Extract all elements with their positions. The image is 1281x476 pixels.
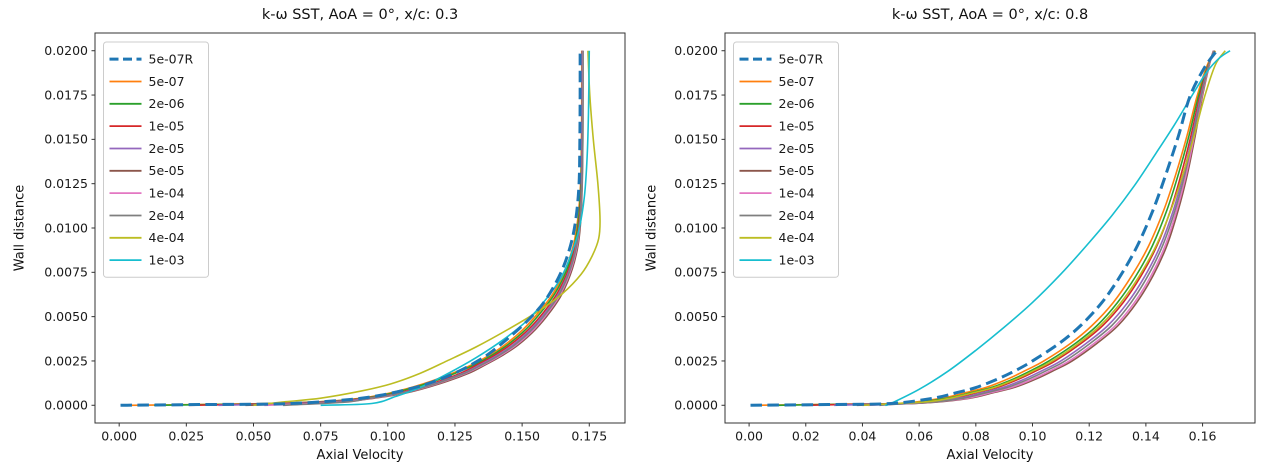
legend-label-5e-07R: 5e-07R [779, 51, 824, 66]
series-line-5e-07R [120, 50, 582, 407]
series-line-4e-04 [253, 50, 601, 407]
legend-label-1e-03: 1e-03 [779, 252, 815, 267]
series-line-1e-05 [805, 50, 1215, 407]
x-tick-label: 0.16 [1189, 429, 1217, 444]
y-tick-label: 0.0025 [674, 353, 718, 368]
x-tick-label: 0.08 [962, 429, 990, 444]
y-tick-label: 0.0200 [674, 43, 718, 58]
plot-title-left: k-ω SST, AoA = 0°, x/c: 0.3 [261, 7, 459, 23]
x-tick-label: 0.175 [571, 429, 607, 444]
series-line-1e-03 [884, 50, 1231, 407]
y-tick-label: 0.0050 [44, 309, 88, 324]
x-tick-label: 0.000 [101, 429, 137, 444]
axes-frame [724, 32, 1256, 424]
legend-label-2e-04: 2e-04 [779, 208, 815, 223]
plot-0: 0.000 0.025 0.050 0.075 0.100 0.125 0.150 0.175… [44, 32, 626, 444]
x-tick-label: 0.12 [1075, 429, 1103, 444]
y-tick-label: 0.0200 [44, 43, 88, 58]
series-line-5e-07 [757, 50, 1217, 407]
x-tick-label: 0.00 [735, 429, 763, 444]
y-tick-label: 0.0025 [44, 353, 88, 368]
legend-label-5e-07: 5e-07 [779, 74, 815, 89]
x-axis-label-left: Axial Velocity [316, 448, 404, 463]
series-line-1e-04 [868, 50, 1215, 407]
legend-label-1e-03: 1e-03 [149, 252, 185, 267]
legend-label-2e-06: 2e-06 [149, 96, 185, 111]
y-tick-label: 0.0125 [674, 176, 718, 191]
legend: 5e-07R 5e-07 2e-06 1e-05 2e-05 5e-05 1e-04 2e-0… [733, 41, 839, 278]
legend: 5e-07R 5e-07 2e-06 1e-05 2e-05 5e-05 1e-04 2e-0… [103, 41, 209, 278]
legend-label-5e-05: 5e-05 [149, 163, 185, 178]
y-tick-label: 0.0175 [44, 87, 88, 102]
series-line-4e-04 [862, 50, 1226, 407]
x-tick-label: 0.02 [792, 429, 820, 444]
series-line-2e-06 [777, 50, 1216, 407]
y-tick-label: 0.0050 [674, 309, 718, 324]
legend-label-2e-04: 2e-04 [149, 208, 185, 223]
x-tick-label: 0.06 [905, 429, 933, 444]
legend-label-2e-06: 2e-06 [779, 96, 815, 111]
x-tick-label: 0.14 [1132, 429, 1160, 444]
x-tick-label: 0.025 [168, 429, 204, 444]
plot-title-right: k-ω SST, AoA = 0°, x/c: 0.8 [891, 7, 1089, 23]
legend-label-1e-05: 1e-05 [779, 118, 815, 133]
y-tick-label: 0.0075 [44, 265, 88, 280]
y-tick-label: 0.0000 [674, 398, 718, 413]
legend-label-2e-05: 2e-05 [779, 141, 815, 156]
series-line-2e-04 [283, 50, 584, 407]
x-tick-label: 0.04 [849, 429, 877, 444]
legend-label-5e-05: 5e-05 [779, 163, 815, 178]
legend-label-1e-04: 1e-04 [149, 185, 185, 200]
legend-label-1e-04: 1e-04 [779, 185, 815, 200]
legend-label-2e-05: 2e-05 [149, 141, 185, 156]
y-tick-label: 0.0100 [674, 220, 718, 235]
legend-box [733, 41, 839, 278]
y-axis-label-left: Wall distance [12, 184, 28, 272]
series-line-1e-04 [264, 50, 584, 407]
x-tick-label: 0.150 [504, 429, 540, 444]
series-line-5e-07R [750, 49, 1218, 407]
x-tick-label: 0.050 [236, 429, 272, 444]
series-line-2e-05 [218, 50, 584, 407]
plot-1: 0.00 0.02 0.04 0.06 0.08 0.10 0.12 0.14 0.16 0.00… [674, 32, 1256, 444]
y-tick-label: 0.0000 [44, 398, 88, 413]
series-line-1e-05 [189, 50, 584, 407]
legend-label-4e-04: 4e-04 [779, 230, 815, 245]
legend-box [103, 41, 209, 278]
series-line-5e-05 [245, 50, 584, 407]
legend-label-4e-04: 4e-04 [149, 230, 185, 245]
y-tick-label: 0.0150 [44, 132, 88, 147]
y-axis-label-right: Wall distance [644, 184, 660, 272]
axes-frame [94, 32, 626, 424]
x-axis-label-right: Axial Velocity [946, 448, 1034, 463]
x-tick-label: 0.10 [1019, 429, 1047, 444]
y-tick-label: 0.0150 [674, 132, 718, 147]
y-tick-label: 0.0175 [674, 87, 718, 102]
y-tick-label: 0.0075 [674, 265, 718, 280]
legend-label-1e-05: 1e-05 [149, 118, 185, 133]
x-tick-label: 0.100 [370, 429, 406, 444]
series-line-2e-06 [154, 50, 583, 407]
legend-label-5e-07R: 5e-07R [149, 51, 194, 66]
series-line-1e-03 [320, 50, 591, 407]
y-tick-label: 0.0125 [44, 176, 88, 191]
y-tick-label: 0.0100 [44, 220, 88, 235]
legend-label-5e-07: 5e-07 [149, 74, 185, 89]
x-tick-label: 0.125 [437, 429, 473, 444]
x-tick-label: 0.075 [303, 429, 339, 444]
